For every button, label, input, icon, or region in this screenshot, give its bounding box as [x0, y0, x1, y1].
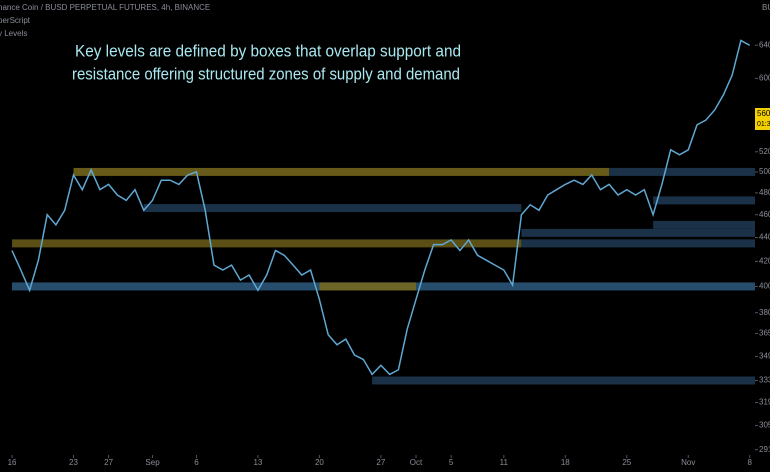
- y-tick-label: 319.0: [759, 398, 770, 407]
- y-tick-label: 460.0: [759, 210, 770, 219]
- y-tick-label: 365.0: [759, 329, 770, 338]
- y-tick-label: 305.0: [759, 421, 770, 430]
- x-tick-label: 27: [376, 458, 385, 467]
- y-tick-label: 400.0: [759, 282, 770, 291]
- key-level-zone: [653, 220, 755, 229]
- price-label: 560: [757, 109, 770, 118]
- key-level-zone: [143, 204, 522, 213]
- x-tick-label: 23: [69, 458, 78, 467]
- y-tick-label: 440.0: [759, 233, 770, 242]
- x-tick-label: 18: [561, 458, 570, 467]
- y-tick-label: 291.0: [759, 445, 770, 454]
- x-tick-label: 27: [104, 458, 113, 467]
- key-level-zone: [372, 376, 755, 385]
- x-tick-label: 8: [748, 458, 753, 467]
- price-line: [11, 39, 751, 376]
- price-countdown: 01:3: [757, 121, 770, 128]
- x-tick-label: Sep: [145, 458, 160, 467]
- y-tick-label: 380.0: [759, 308, 770, 317]
- x-tick-label: Oct: [410, 458, 423, 467]
- x-tick-label: 5: [449, 458, 454, 467]
- y-tick-label: 500.0: [759, 167, 770, 176]
- x-tick-label: 20: [315, 458, 324, 467]
- y-tick-label: 480.0: [759, 188, 770, 197]
- x-tick-label: 25: [622, 458, 631, 467]
- symbol: BU: [762, 3, 770, 12]
- y-tick-label: 520.0: [759, 147, 770, 156]
- y-tick-label: 333.0: [759, 376, 770, 385]
- x-tick-label: 16: [8, 458, 17, 467]
- annotation: resistance offering structured zones of …: [72, 64, 460, 83]
- key-level-zone: [609, 167, 755, 176]
- y-tick-label: 420.0: [759, 257, 770, 266]
- x-tick-label: Nov: [681, 458, 695, 467]
- header-line: perScript: [0, 16, 31, 25]
- header-line: nance Coin / BUSD PERPETUAL FUTURES, 4h,…: [0, 3, 210, 12]
- x-tick-label: 11: [500, 458, 509, 467]
- annotation: Key levels are defined by boxes that ove…: [75, 41, 461, 60]
- x-tick-label: 13: [253, 458, 262, 467]
- key-level-zone: [319, 282, 417, 291]
- key-level-zone: [521, 239, 755, 248]
- y-tick-label: 600.0: [759, 73, 770, 82]
- key-level-zone: [521, 228, 755, 237]
- price-label-box: [755, 108, 770, 130]
- header-line: y Levels: [0, 29, 27, 38]
- y-tick-label: 349.0: [759, 352, 770, 361]
- y-tick-label: 640.0: [759, 40, 770, 49]
- x-tick-label: 6: [194, 458, 199, 467]
- key-level-zone: [12, 239, 522, 248]
- key-level-zone: [653, 196, 755, 205]
- key-level-zone: [73, 167, 610, 176]
